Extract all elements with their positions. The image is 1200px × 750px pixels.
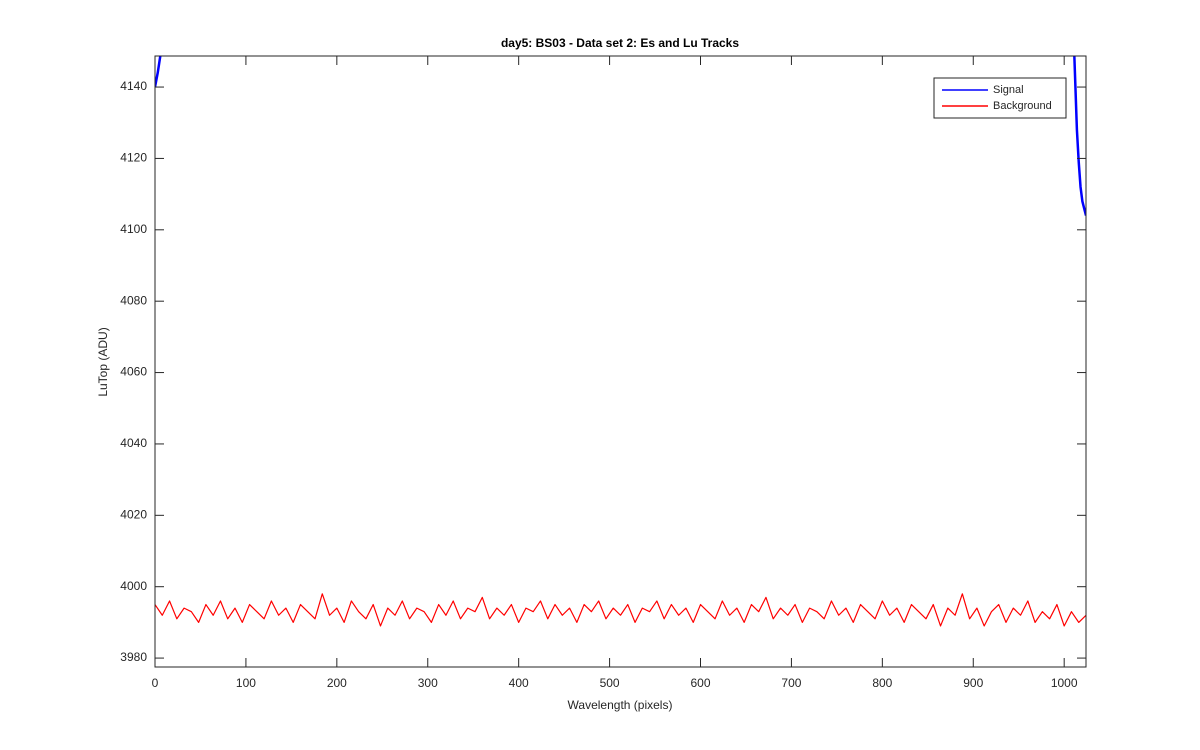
- y-tick-label: 4040: [120, 436, 147, 450]
- x-tick-label: 300: [418, 676, 438, 690]
- y-tick-label: 4020: [120, 507, 147, 521]
- series-line: [155, 593, 1086, 627]
- legend-label: Background: [993, 100, 1052, 112]
- y-tick-label: 4060: [120, 365, 147, 379]
- x-tick-label: 100: [236, 676, 256, 690]
- x-tick-label: 500: [600, 676, 620, 690]
- y-tick-label: 4080: [120, 293, 147, 307]
- x-tick-label: 0: [152, 676, 159, 690]
- series-line: [155, 56, 1086, 216]
- plot-area: [155, 56, 1086, 627]
- x-axis-label: Wavelength (pixels): [568, 698, 673, 712]
- chart-title: day5: BS03 - Data set 2: Es and Lu Track…: [501, 36, 739, 50]
- y-tick-label: 4000: [120, 579, 147, 593]
- legend-box: [933, 77, 1067, 119]
- x-tick-label: 700: [781, 676, 801, 690]
- x-tick-label: 800: [872, 676, 892, 690]
- x-tick-label: 200: [327, 676, 347, 690]
- legend-label: Signal: [993, 84, 1024, 96]
- x-tick-label: 600: [690, 676, 710, 690]
- legend: Signal Background: [933, 77, 1067, 119]
- y-tick-label: 3980: [120, 650, 147, 664]
- y-tick-label: 4120: [120, 151, 147, 165]
- y-axis-label: LuTop (ADU): [96, 327, 110, 396]
- x-tick-label: 400: [509, 676, 529, 690]
- y-tick-label: 4140: [120, 79, 147, 93]
- y-tick-label: 4100: [120, 222, 147, 236]
- x-tick-label: 1000: [1051, 676, 1078, 690]
- x-tick-label: 900: [963, 676, 983, 690]
- axes-box: [154, 55, 1087, 668]
